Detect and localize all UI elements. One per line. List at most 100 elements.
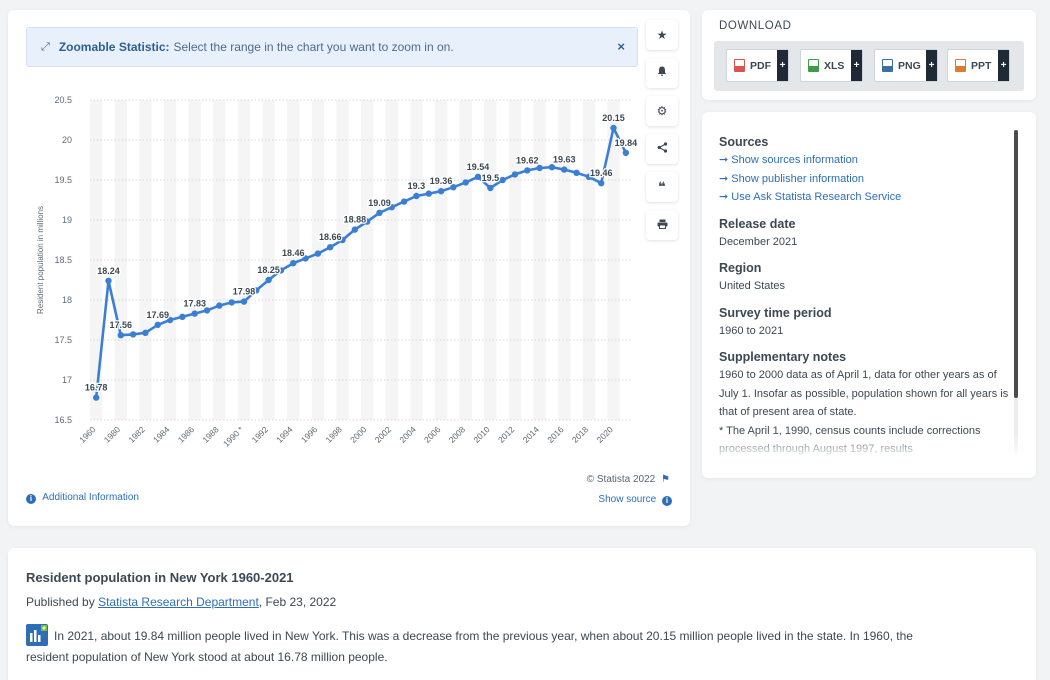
notification-button[interactable] (646, 58, 678, 88)
ppt-file-icon (955, 59, 966, 72)
data-point (413, 192, 420, 200)
info-icon: i (662, 496, 672, 506)
data-point (524, 167, 531, 174)
statistic-summary-icon (26, 624, 48, 646)
x-tick-label: 2012 (496, 424, 517, 445)
tool-rail: ★ ⚙ ❝ (646, 20, 678, 248)
column-band (163, 100, 177, 420)
data-label: 20.15 (602, 113, 625, 123)
release-date-label: Release date (719, 216, 796, 231)
download-xls-button[interactable]: XLS + (800, 49, 863, 82)
x-tick-label: 2010 (471, 424, 492, 445)
y-tick-label: 17.5 (54, 335, 72, 345)
scrollbar-thumb[interactable] (1014, 130, 1018, 398)
data-label: 18.88 (344, 215, 367, 225)
plus-icon: + (926, 50, 937, 81)
xls-file-icon (808, 59, 819, 72)
data-label: 19.09 (368, 198, 391, 208)
download-png-label: PNG (898, 59, 921, 72)
chart-card: ⤢ Zoomable Statistic: Select the range i… (8, 10, 690, 526)
published-by: Published by Statista Research Departmen… (26, 595, 336, 609)
x-tick-label: 2016 (545, 424, 566, 445)
data-label: 19.84 (615, 138, 638, 148)
x-tick-label: 1980 (102, 424, 123, 445)
statistic-title: Resident population in New York 1960-202… (26, 570, 294, 585)
data-point (610, 124, 617, 132)
expand-icon: ⤢ (41, 40, 50, 53)
release-date-value: December 2021 (719, 235, 798, 248)
data-point (351, 226, 359, 233)
sources-card[interactable]: Sources ➞ Show sources information ➞ Sho… (702, 112, 1036, 478)
data-point (265, 276, 272, 284)
download-bar: PDF + XLS + PNG + PPT + (714, 41, 1024, 91)
statista-credit[interactable]: © Statista 2022 ⚑ (587, 474, 670, 485)
x-tick-label: 1990 * (221, 424, 246, 449)
data-point (154, 321, 161, 328)
data-label: 17.83 (183, 299, 206, 309)
survey-period-label: Survey time period (719, 305, 832, 320)
show-source-link[interactable]: Show source i (598, 494, 672, 506)
ask-research-link[interactable]: ➞ Use Ask Statista Research Service (719, 188, 1011, 207)
data-point (450, 184, 457, 191)
data-point (487, 184, 494, 192)
x-tick-label: 2004 (397, 424, 418, 445)
data-point (462, 179, 469, 186)
x-tick-label: 1984 (151, 424, 172, 445)
show-publisher-text: Show publisher information (731, 172, 864, 185)
zoom-banner: ⤢ Zoomable Statistic: Select the range i… (26, 27, 638, 67)
data-point (314, 250, 322, 257)
data-label: 19.3 (408, 181, 426, 191)
png-file-icon (882, 59, 893, 72)
print-icon (657, 218, 668, 232)
data-label: 18.24 (97, 266, 120, 276)
data-point (363, 218, 371, 225)
show-publisher-link[interactable]: ➞ Show publisher information (719, 170, 1011, 189)
arrow-right-icon: ➞ (719, 154, 729, 166)
column-band (139, 100, 152, 420)
x-tick-label: 1988 (200, 424, 221, 445)
download-title: DOWNLOAD (719, 20, 792, 32)
share-button[interactable] (646, 134, 678, 164)
cite-button[interactable]: ❝ (646, 172, 678, 202)
print-button[interactable] (646, 210, 678, 240)
line-chart[interactable]: 16.5 17 17.5 18 18.5 19 19.5 20 20.5 Resident pop… (8, 80, 648, 470)
plus-icon: + (851, 50, 862, 81)
x-tick-label: 1992 (250, 424, 271, 445)
data-label: 16.78 (85, 383, 108, 393)
data-point (166, 316, 174, 324)
info-icon: i (26, 494, 36, 504)
data-point (598, 180, 605, 187)
plus-icon: + (998, 50, 1009, 81)
x-tick-label: 2008 (447, 424, 468, 445)
close-icon[interactable]: × (617, 39, 625, 54)
data-point (425, 190, 432, 197)
download-ppt-button[interactable]: PPT + (947, 49, 1010, 82)
x-tick-label: 2020 (594, 424, 615, 445)
y-tick-label: 20 (62, 135, 72, 145)
additional-info-link[interactable]: i Additional Information (26, 492, 139, 504)
download-xls-label: XLS (824, 59, 845, 72)
data-point (339, 236, 346, 244)
download-pdf-button[interactable]: PDF + (726, 49, 789, 82)
show-sources-link[interactable]: ➞ Show sources information (719, 151, 1011, 170)
settings-button[interactable]: ⚙ (646, 96, 678, 126)
arrow-right-icon: ➞ (719, 191, 729, 203)
favorite-button[interactable]: ★ (646, 20, 678, 50)
download-png-button[interactable]: PNG + (874, 49, 938, 82)
data-point (105, 277, 112, 284)
x-tick-label: 1998 (323, 424, 344, 445)
data-point (573, 169, 580, 176)
x-tick-label: 1986 (176, 424, 197, 445)
download-ppt-label: PPT (971, 59, 992, 72)
y-tick-label: 17 (62, 375, 72, 385)
data-point (622, 149, 630, 156)
x-tick-label: 2002 (373, 424, 394, 445)
data-point (129, 331, 137, 338)
data-point (388, 204, 395, 211)
data-point (302, 255, 309, 262)
publisher-link[interactable]: Statista Research Department (98, 595, 259, 609)
plus-icon: + (777, 50, 788, 81)
data-label: 18.25 (257, 265, 280, 275)
x-tick-label: 2014 (521, 424, 542, 445)
y-tick-label: 20.5 (54, 95, 72, 105)
